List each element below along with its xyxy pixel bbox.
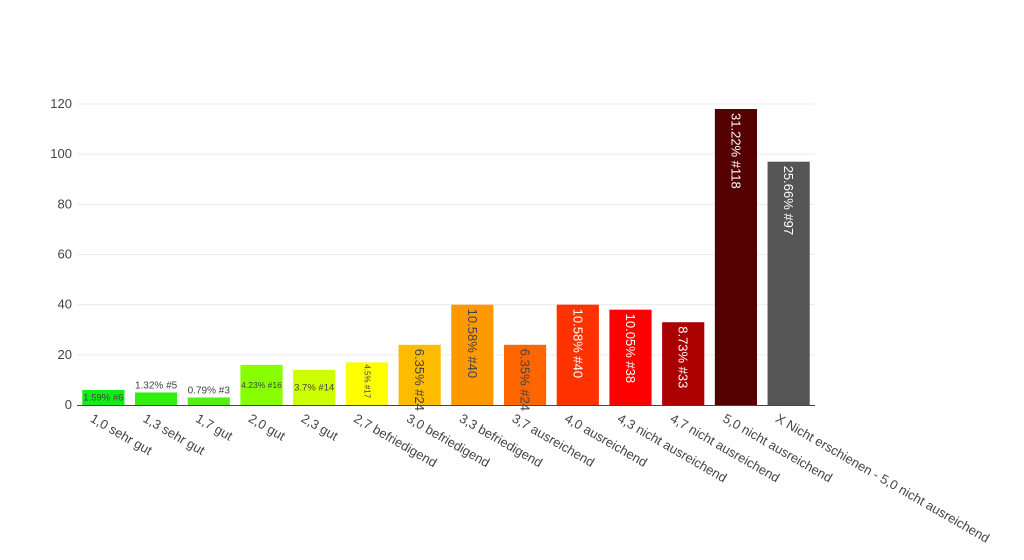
x-tick-label: 2,0 gut	[246, 411, 288, 444]
bar[interactable]	[451, 304, 494, 405]
bar-data-label: 0.79% #3	[188, 385, 231, 396]
bar-data-label: 10.05% #38	[623, 314, 638, 383]
bar[interactable]	[662, 322, 705, 405]
bar-data-label: 4.5% #17	[362, 364, 371, 398]
y-tick-label: 0	[65, 397, 72, 412]
bar-data-label: 8.73% #33	[676, 326, 691, 388]
bar-data-label: 10.58% #40	[570, 309, 585, 378]
bar[interactable]	[134, 392, 178, 405]
bar[interactable]	[240, 364, 283, 405]
bar-data-label: 6.35% #24	[412, 349, 427, 411]
x-tick-label: 1,7 gut	[193, 411, 235, 444]
x-tick-label: 2,3 gut	[299, 411, 341, 444]
y-tick-label: 60	[58, 247, 72, 262]
bar-data-label: 1.59% #6	[83, 392, 123, 403]
bar[interactable]	[714, 109, 758, 406]
bar-data-label: 1.32% #5	[135, 380, 178, 391]
bar[interactable]	[767, 161, 810, 405]
y-tick-label: 20	[58, 347, 72, 362]
bar-data-label: 4.23% #16	[241, 380, 282, 390]
bar-data-label: 10.58% #40	[465, 309, 480, 378]
bar[interactable]	[556, 304, 599, 405]
bar[interactable]	[187, 397, 230, 405]
x-tick-label: X Nicht erschienen - 5,0 nicht ausreiche…	[773, 411, 992, 546]
bar[interactable]	[609, 309, 652, 405]
data-labels: 1.59% #6 1.32% #5 0.79% #3 4.23% #16 3.7% #1…	[83, 113, 796, 411]
bar-data-label: 31.22% #118	[728, 113, 743, 189]
y-tick-label: 40	[58, 297, 72, 312]
bar-data-label: 3.7% #14	[294, 382, 334, 393]
bar[interactable]	[398, 344, 441, 405]
y-tick-label: 100	[50, 146, 72, 161]
bar[interactable]	[345, 362, 389, 405]
y-axis-ticks: 0 20 40 60 80 100 120	[50, 96, 72, 412]
grid-lines	[77, 103, 815, 356]
bar[interactable]	[82, 389, 125, 405]
bar[interactable]	[293, 369, 336, 405]
bar-data-label: 25.66% #97	[781, 166, 796, 235]
y-tick-label: 80	[58, 196, 72, 211]
y-tick-label: 120	[50, 96, 72, 111]
bar-data-label: 6.35% #24	[518, 349, 533, 411]
bars	[82, 109, 810, 406]
bar[interactable]	[503, 344, 547, 405]
